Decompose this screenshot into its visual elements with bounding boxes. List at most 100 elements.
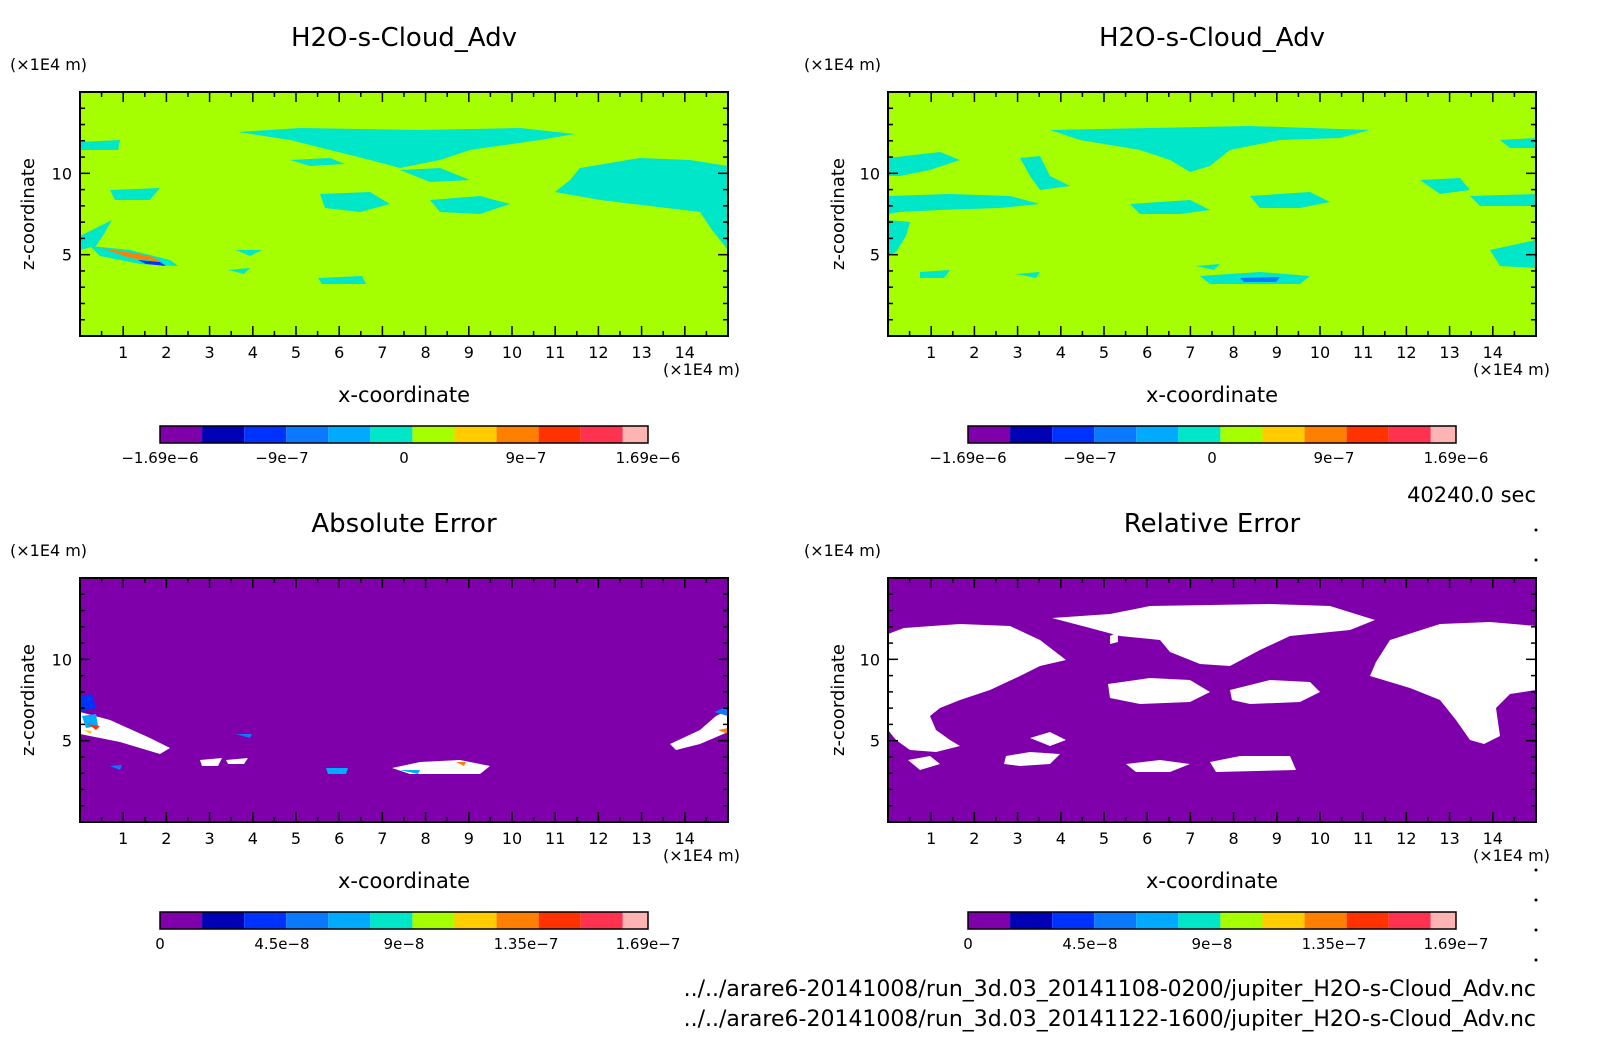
colorbar: −1.69e−6 −9e−7 0 9e−7 1.69e−6 [929, 425, 1489, 467]
cloud-patch [1250, 192, 1330, 208]
x-tick-label: 5 [1099, 829, 1109, 848]
cloud-field [80, 128, 728, 284]
x-tick-label: 9 [464, 829, 474, 848]
colorbar-swatch [580, 426, 623, 443]
colorbar-swatch [1178, 912, 1221, 929]
x-tick-label: 10 [1310, 829, 1330, 848]
colorbar-frame [967, 911, 1457, 930]
error-patch [236, 734, 252, 738]
cloud-patch [888, 194, 1040, 214]
x-tick-label: 9 [464, 343, 474, 362]
y-unit-label: (×1E4 m) [10, 55, 87, 74]
file-path-1: ../../arare6-20141008/run_3d.03_20141108… [684, 977, 1536, 1002]
x-tick-label: 10 [502, 829, 522, 848]
colorbar-swatch [1094, 912, 1137, 929]
streak-orange [102, 248, 162, 262]
colorbar-frame [967, 425, 1457, 444]
colorbar-swatch [1388, 912, 1431, 929]
colorbar-swatch [1010, 426, 1053, 443]
x-tick-label: 12 [1396, 343, 1416, 362]
edge-dots [1534, 528, 1538, 962]
error-patch [1030, 732, 1066, 746]
x-tick-label: 14 [675, 829, 695, 848]
streak-blue [1240, 277, 1280, 282]
colorbar-tick-label: 4.5e−8 [1062, 935, 1117, 953]
colorbar-swatch [622, 426, 648, 443]
colorbar-swatch [1262, 426, 1305, 443]
cloud-patch [430, 196, 510, 214]
file-path-2: ../../arare6-20141008/run_3d.03_20141122… [684, 1007, 1536, 1032]
colorbar-swatch [1052, 426, 1095, 443]
colorbar-swatch [412, 912, 455, 929]
colorbar-swatch [1052, 912, 1095, 929]
y-unit-label: (×1E4 m) [10, 541, 87, 560]
y-unit-label: (×1E4 m) [804, 55, 881, 74]
colorbar-tick-label: 1.69e−6 [616, 449, 681, 467]
error-patch [110, 765, 122, 770]
error-patch [1126, 760, 1190, 772]
colorbar-swatch [328, 912, 371, 929]
panel-title: H2O-s-Cloud_Adv [1099, 23, 1325, 53]
x-tick-label: 4 [248, 343, 258, 362]
colorbar-tick-label: −1.69e−6 [121, 449, 198, 467]
x-tick-label: 1 [926, 829, 936, 848]
x-unit-label: (×1E4 m) [663, 360, 740, 379]
error-patch [908, 756, 940, 770]
colorbar-swatch [1136, 912, 1179, 929]
x-tick-label: 5 [291, 343, 301, 362]
y-tick-label: 10 [52, 164, 72, 183]
error-patch [400, 770, 420, 774]
x-tick-label: 11 [1353, 343, 1373, 362]
colorbar-tick-label: −1.69e−6 [929, 449, 1006, 467]
colorbar-swatch [496, 912, 539, 929]
colorbar-swatch [454, 912, 497, 929]
cloud-patch [80, 220, 112, 250]
x-axis-label: x-coordinate [338, 383, 470, 407]
tick-marks [80, 92, 728, 336]
x-tick-label: 13 [1439, 343, 1459, 362]
colorbar-tick-label: 9e−8 [1192, 935, 1233, 953]
colorbar-tick-label: 0 [399, 449, 409, 467]
y-tick-label: 5 [62, 732, 72, 751]
error-patch [1052, 604, 1375, 666]
colorbar-swatch [1388, 426, 1431, 443]
streak-blue [138, 260, 166, 266]
tick-marks [80, 578, 728, 822]
y-tick-label: 10 [860, 650, 880, 669]
y-tick-label: 10 [860, 164, 880, 183]
x-tick-label: 7 [1185, 829, 1195, 848]
x-tick-label: 5 [1099, 343, 1109, 362]
tick-marks [888, 578, 1536, 822]
cloud-field [888, 126, 1536, 284]
cloud-patch [236, 250, 262, 256]
x-axis-label: x-coordinate [1146, 869, 1278, 893]
panel-title: Relative Error [1124, 509, 1301, 539]
x-tick-label: 8 [421, 829, 431, 848]
panel-bottom-right: Relative Error (×1E4 m) 1 2 3 4 5 6 7 8 9 10 11 12 1… [804, 509, 1550, 953]
cloud-patch [400, 168, 470, 182]
y-tick-label: 5 [870, 246, 880, 265]
x-tick-label: 10 [1310, 343, 1330, 362]
colorbar-swatch [328, 426, 371, 443]
colorbar-swatch [580, 912, 623, 929]
error-patch [88, 724, 100, 730]
cloud-patch [80, 140, 120, 150]
colorbar-frame [159, 425, 649, 444]
y-tick-labels: 5 10 [52, 164, 72, 264]
colorbar-tick-label: 0 [1207, 449, 1217, 467]
x-tick-label: 10 [502, 343, 522, 362]
colorbar-tick-label: −9e−7 [255, 449, 308, 467]
colorbar-swatch [454, 426, 497, 443]
colorbar-swatch [1346, 426, 1389, 443]
colorbar-swatch [1178, 426, 1221, 443]
x-tick-label: 6 [1142, 829, 1152, 848]
colorbar-tick-label: 1.69e−6 [1424, 449, 1489, 467]
colorbar-swatch [1094, 426, 1137, 443]
x-tick-label: 3 [1013, 829, 1023, 848]
error-patch [456, 762, 466, 766]
error-patch [82, 714, 98, 728]
colorbar-tick-label: 1.35e−7 [1302, 935, 1367, 953]
x-tick-label: 9 [1272, 343, 1282, 362]
x-axis-label: x-coordinate [1146, 383, 1278, 407]
